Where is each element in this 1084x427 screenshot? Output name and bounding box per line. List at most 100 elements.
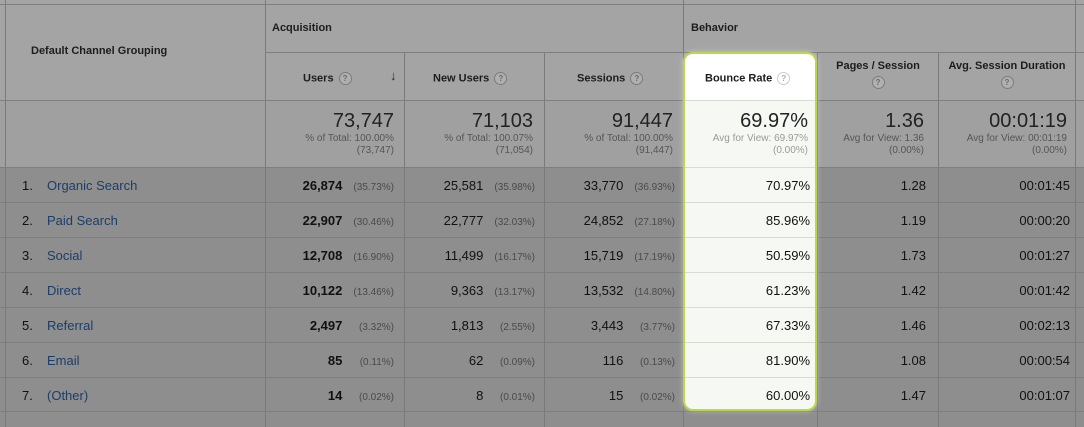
row-index: 7.: [22, 388, 33, 403]
avg-duration-cell: 00:02:13: [1019, 318, 1070, 333]
users-percent: (3.32%): [358, 322, 394, 333]
pages-session-total-value: 1.36: [885, 110, 924, 132]
new-users-value: 11,499: [444, 248, 484, 263]
users-percent: (16.90%): [353, 252, 394, 263]
users-column-header[interactable]: Users?: [303, 72, 352, 85]
bounce-rate-total-value: 69.97%: [740, 110, 808, 132]
users-total-note: % of Total: 100.00%: [305, 133, 394, 144]
bounce-rate-cell: 50.59%: [765, 248, 810, 263]
behavior-group-header: Behavior: [691, 22, 739, 34]
new-users-percent: (35.98%): [494, 182, 535, 193]
dimension-header[interactable]: Default Channel Grouping: [31, 45, 168, 57]
sessions-column-header[interactable]: Sessions?: [577, 72, 644, 85]
sessions-value: 33,770: [583, 178, 624, 193]
row-index: 1.: [22, 178, 33, 193]
pages-session-cell: 1.73: [900, 248, 926, 263]
sessions-percent: (17.19%): [634, 252, 675, 263]
new-users-value: 22,777: [443, 213, 484, 228]
users-value: 26,874: [302, 178, 343, 193]
bounce-rate-cell: 61.23%: [765, 283, 810, 298]
sessions-help-icon[interactable]: ?: [630, 72, 644, 85]
channel-link[interactable]: Email: [47, 353, 80, 368]
pages-session-cell: 1.47: [900, 388, 926, 403]
new-users-help-icon[interactable]: ?: [494, 72, 508, 85]
users-cell: 85 (0.11%): [266, 353, 394, 368]
channel-link[interactable]: Social: [47, 248, 83, 263]
sessions-header-label[interactable]: Sessions: [577, 72, 626, 85]
channel-link[interactable]: Referral: [47, 318, 94, 333]
sessions-cell: 13,532 (14.80%): [545, 283, 675, 298]
new-users-value: 1,813: [450, 318, 484, 333]
row-index: 4.: [22, 283, 33, 298]
new-users-value: 9,363: [450, 283, 484, 298]
users-header-label[interactable]: Users: [303, 72, 334, 85]
avg-duration-column-header[interactable]: Avg. Session Duration ?: [939, 60, 1075, 89]
new-users-value: 8: [476, 388, 484, 403]
users-cell: 22,907 (30.46%): [266, 213, 394, 228]
users-cell: 2,497 (3.32%): [266, 318, 394, 333]
new-users-cell: 22,777 (32.03%): [405, 213, 535, 228]
avg-duration-cell: 00:00:54: [1019, 353, 1070, 368]
channel-link[interactable]: (Other): [47, 388, 89, 403]
avg-duration-total-value: 00:01:19: [989, 110, 1067, 132]
bounce-rate-highlight: [683, 52, 817, 411]
pages-session-help-icon[interactable]: ?: [871, 76, 885, 89]
users-cell: 10,122 (13.46%): [266, 283, 394, 298]
avg-duration-total-base: (0.00%): [1031, 145, 1067, 156]
users-total: 73,747 % of Total: 100.00% (73,747): [266, 110, 394, 157]
bounce-rate-column-header[interactable]: Bounce Rate?: [705, 72, 791, 85]
bounce-rate-help-icon[interactable]: ?: [777, 72, 791, 85]
new-users-total-value: 71,103: [471, 110, 533, 132]
channel-link[interactable]: Organic Search: [47, 178, 138, 193]
new-users-percent: (16.17%): [494, 252, 535, 263]
new-users-column-header[interactable]: New Users?: [433, 72, 508, 85]
users-cell: 12,708 (16.90%): [266, 248, 394, 263]
avg-duration-header-label[interactable]: Avg. Session Duration: [948, 60, 1066, 72]
avg-duration-cell: 00:01:42: [1019, 283, 1070, 298]
new-users-percent: (32.03%): [494, 217, 535, 228]
pages-session-total-base: (0.00%): [888, 145, 924, 156]
pages-session-total-note: Avg for View: 1.36: [843, 133, 924, 144]
bounce-rate-cell: 81.90%: [765, 353, 810, 368]
sessions-cell: 33,770 (36.93%): [545, 178, 675, 193]
channel-link[interactable]: Direct: [47, 283, 81, 298]
new-users-cell: 8 (0.01%): [405, 388, 535, 403]
sessions-value: 15,719: [583, 248, 624, 263]
sessions-cell: 116 (0.13%): [545, 353, 675, 368]
pages-session-header-label[interactable]: Pages / Session: [836, 60, 920, 72]
bounce-rate-total-note: Avg for View: 69.97%: [712, 133, 808, 144]
new-users-cell: 25,581 (35.98%): [405, 178, 535, 193]
avg-duration-total: 00:01:19 Avg for View: 00:01:19 (0.00%): [939, 110, 1067, 157]
new-users-cell: 9,363 (13.17%): [405, 283, 535, 298]
sessions-total-note: % of Total: 100.00%: [584, 133, 673, 144]
sessions-value: 13,532: [583, 283, 624, 298]
sessions-total-value: 91,447: [611, 110, 673, 132]
users-cell: 14 (0.02%): [266, 388, 394, 403]
pages-session-column-header[interactable]: Pages / Session ?: [818, 60, 938, 89]
users-percent: (0.02%): [358, 392, 394, 403]
users-value: 22,907: [302, 213, 343, 228]
sessions-total-base: (91,447): [635, 145, 673, 156]
users-total-base: (73,747): [356, 145, 394, 156]
row-index: 5.: [22, 318, 33, 333]
channel-link[interactable]: Paid Search: [47, 213, 118, 228]
avg-duration-cell: 00:00:20: [1019, 213, 1070, 228]
new-users-percent: (13.17%): [494, 287, 535, 298]
new-users-cell: 1,813 (2.55%): [405, 318, 535, 333]
sort-descending-icon[interactable]: ↓: [390, 68, 397, 83]
users-help-icon[interactable]: ?: [338, 72, 352, 85]
pages-session-cell: 1.42: [900, 283, 926, 298]
sessions-value: 116: [602, 353, 624, 368]
row-index: 6.: [22, 353, 33, 368]
new-users-percent: (0.09%): [499, 357, 535, 368]
new-users-header-label[interactable]: New Users: [433, 72, 490, 85]
bounce-rate-header-bg: [685, 54, 815, 100]
bounce-rate-cell: 70.97%: [765, 178, 810, 193]
bounce-rate-header-label[interactable]: Bounce Rate: [705, 72, 773, 85]
users-cell: 26,874 (35.73%): [266, 178, 394, 193]
avg-duration-help-icon[interactable]: ?: [1000, 76, 1014, 89]
sessions-percent: (3.77%): [639, 322, 675, 333]
acquisition-group-header: Acquisition: [272, 22, 332, 34]
pages-session-cell: 1.46: [900, 318, 926, 333]
